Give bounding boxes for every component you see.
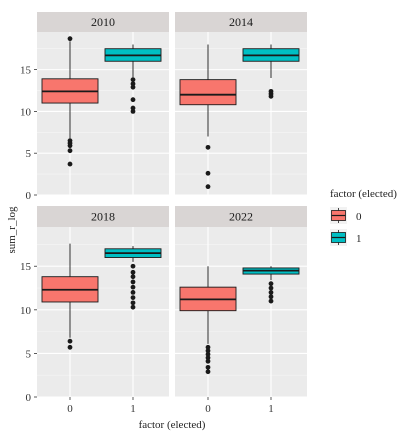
outlier-point xyxy=(205,170,211,176)
outlier-point xyxy=(130,289,136,295)
box-category-0 xyxy=(41,243,99,350)
legend-key-0: 0 xyxy=(330,207,362,224)
legend-key-1: 1 xyxy=(330,229,362,246)
outlier-point xyxy=(130,300,136,306)
facet-panel-2014: 2014 xyxy=(175,12,307,196)
y-tick-label: 10 xyxy=(20,106,32,118)
x-axis-ticks: 0 1 0 1 xyxy=(67,397,274,415)
box-category-1 xyxy=(242,44,300,99)
outlier-point xyxy=(205,348,211,354)
outlier-point xyxy=(130,304,136,310)
facet-strip-label: 2014 xyxy=(229,15,253,29)
outlier-point xyxy=(67,138,73,144)
x-tick-label: 0 xyxy=(205,403,211,415)
box-category-0 xyxy=(179,44,237,190)
box-iqr xyxy=(179,79,237,106)
outlier-point xyxy=(205,358,211,364)
outlier-point xyxy=(67,148,73,154)
box-category-1 xyxy=(242,266,300,304)
outlier-point xyxy=(130,295,136,301)
legend: factor (elected) 01 xyxy=(330,188,397,246)
x-tick-label: 0 xyxy=(67,403,73,415)
outlier-point xyxy=(130,77,136,83)
panel-background xyxy=(175,227,307,397)
outlier-point xyxy=(205,369,211,375)
outlier-point xyxy=(268,294,274,300)
box-category-1 xyxy=(104,246,162,310)
outlier-point xyxy=(268,298,274,304)
legend-entry-label: 0 xyxy=(356,211,362,223)
outlier-point xyxy=(268,88,274,94)
outlier-point xyxy=(130,284,136,290)
outlier-point xyxy=(130,105,136,111)
facet-panel-2022: 2022 xyxy=(175,206,307,398)
y-axis-title: sum_r_log xyxy=(6,206,18,254)
facet-panels: 2010 2014 2018 2022 xyxy=(37,12,307,398)
y-tick-label: 15 xyxy=(20,261,32,273)
outlier-point xyxy=(130,263,136,269)
legend-keys: 01 xyxy=(330,207,362,246)
legend-entry-label: 1 xyxy=(356,233,362,245)
outlier-point xyxy=(205,351,211,357)
box-category-1 xyxy=(104,44,162,114)
outlier-point xyxy=(130,109,136,114)
outlier-point xyxy=(130,269,136,275)
outlier-point xyxy=(205,355,211,361)
outlier-point xyxy=(205,144,211,150)
outlier-point xyxy=(130,279,136,285)
outlier-point xyxy=(205,344,211,350)
y-tick-label: 5 xyxy=(26,148,32,160)
y-tick-label: 0 xyxy=(26,190,32,202)
x-tick-label: 1 xyxy=(268,403,274,415)
facet-strip-label: 2010 xyxy=(91,15,115,29)
facet-strip-label: 2022 xyxy=(229,210,253,224)
facet-strip xyxy=(175,12,307,32)
box-category-0 xyxy=(179,266,237,375)
facet-strip xyxy=(37,12,169,32)
outlier-point xyxy=(268,289,274,295)
y-tick-label: 15 xyxy=(20,65,32,77)
outlier-point xyxy=(268,281,274,287)
facet-panel-2010: 2010 xyxy=(37,12,169,196)
x-axis-title: factor (elected) xyxy=(139,419,206,431)
y-tick-label: 0 xyxy=(26,392,32,404)
outlier-point xyxy=(130,81,136,87)
outlier-point xyxy=(205,364,211,370)
outlier-point xyxy=(130,97,136,103)
facet-strip xyxy=(37,206,169,227)
outlier-point xyxy=(205,184,211,190)
outlier-point xyxy=(130,84,136,90)
outlier-point xyxy=(67,338,73,344)
facet-panel-2018: 2018 xyxy=(37,206,169,398)
y-axis-ticks: 0 5 10 15 0 5 10 15 xyxy=(20,65,37,404)
legend-title: factor (elected) xyxy=(330,188,397,200)
facet-strip-label: 2018 xyxy=(91,210,115,224)
y-tick-label: 10 xyxy=(20,305,32,317)
facet-strip xyxy=(175,206,307,227)
outlier-point xyxy=(67,161,73,167)
outlier-point xyxy=(130,274,136,280)
box-category-0 xyxy=(41,36,99,167)
outlier-point xyxy=(67,344,73,350)
outlier-point xyxy=(67,36,73,42)
outlier-point xyxy=(268,285,274,291)
y-tick-label: 5 xyxy=(26,348,32,360)
x-tick-label: 1 xyxy=(130,403,136,415)
